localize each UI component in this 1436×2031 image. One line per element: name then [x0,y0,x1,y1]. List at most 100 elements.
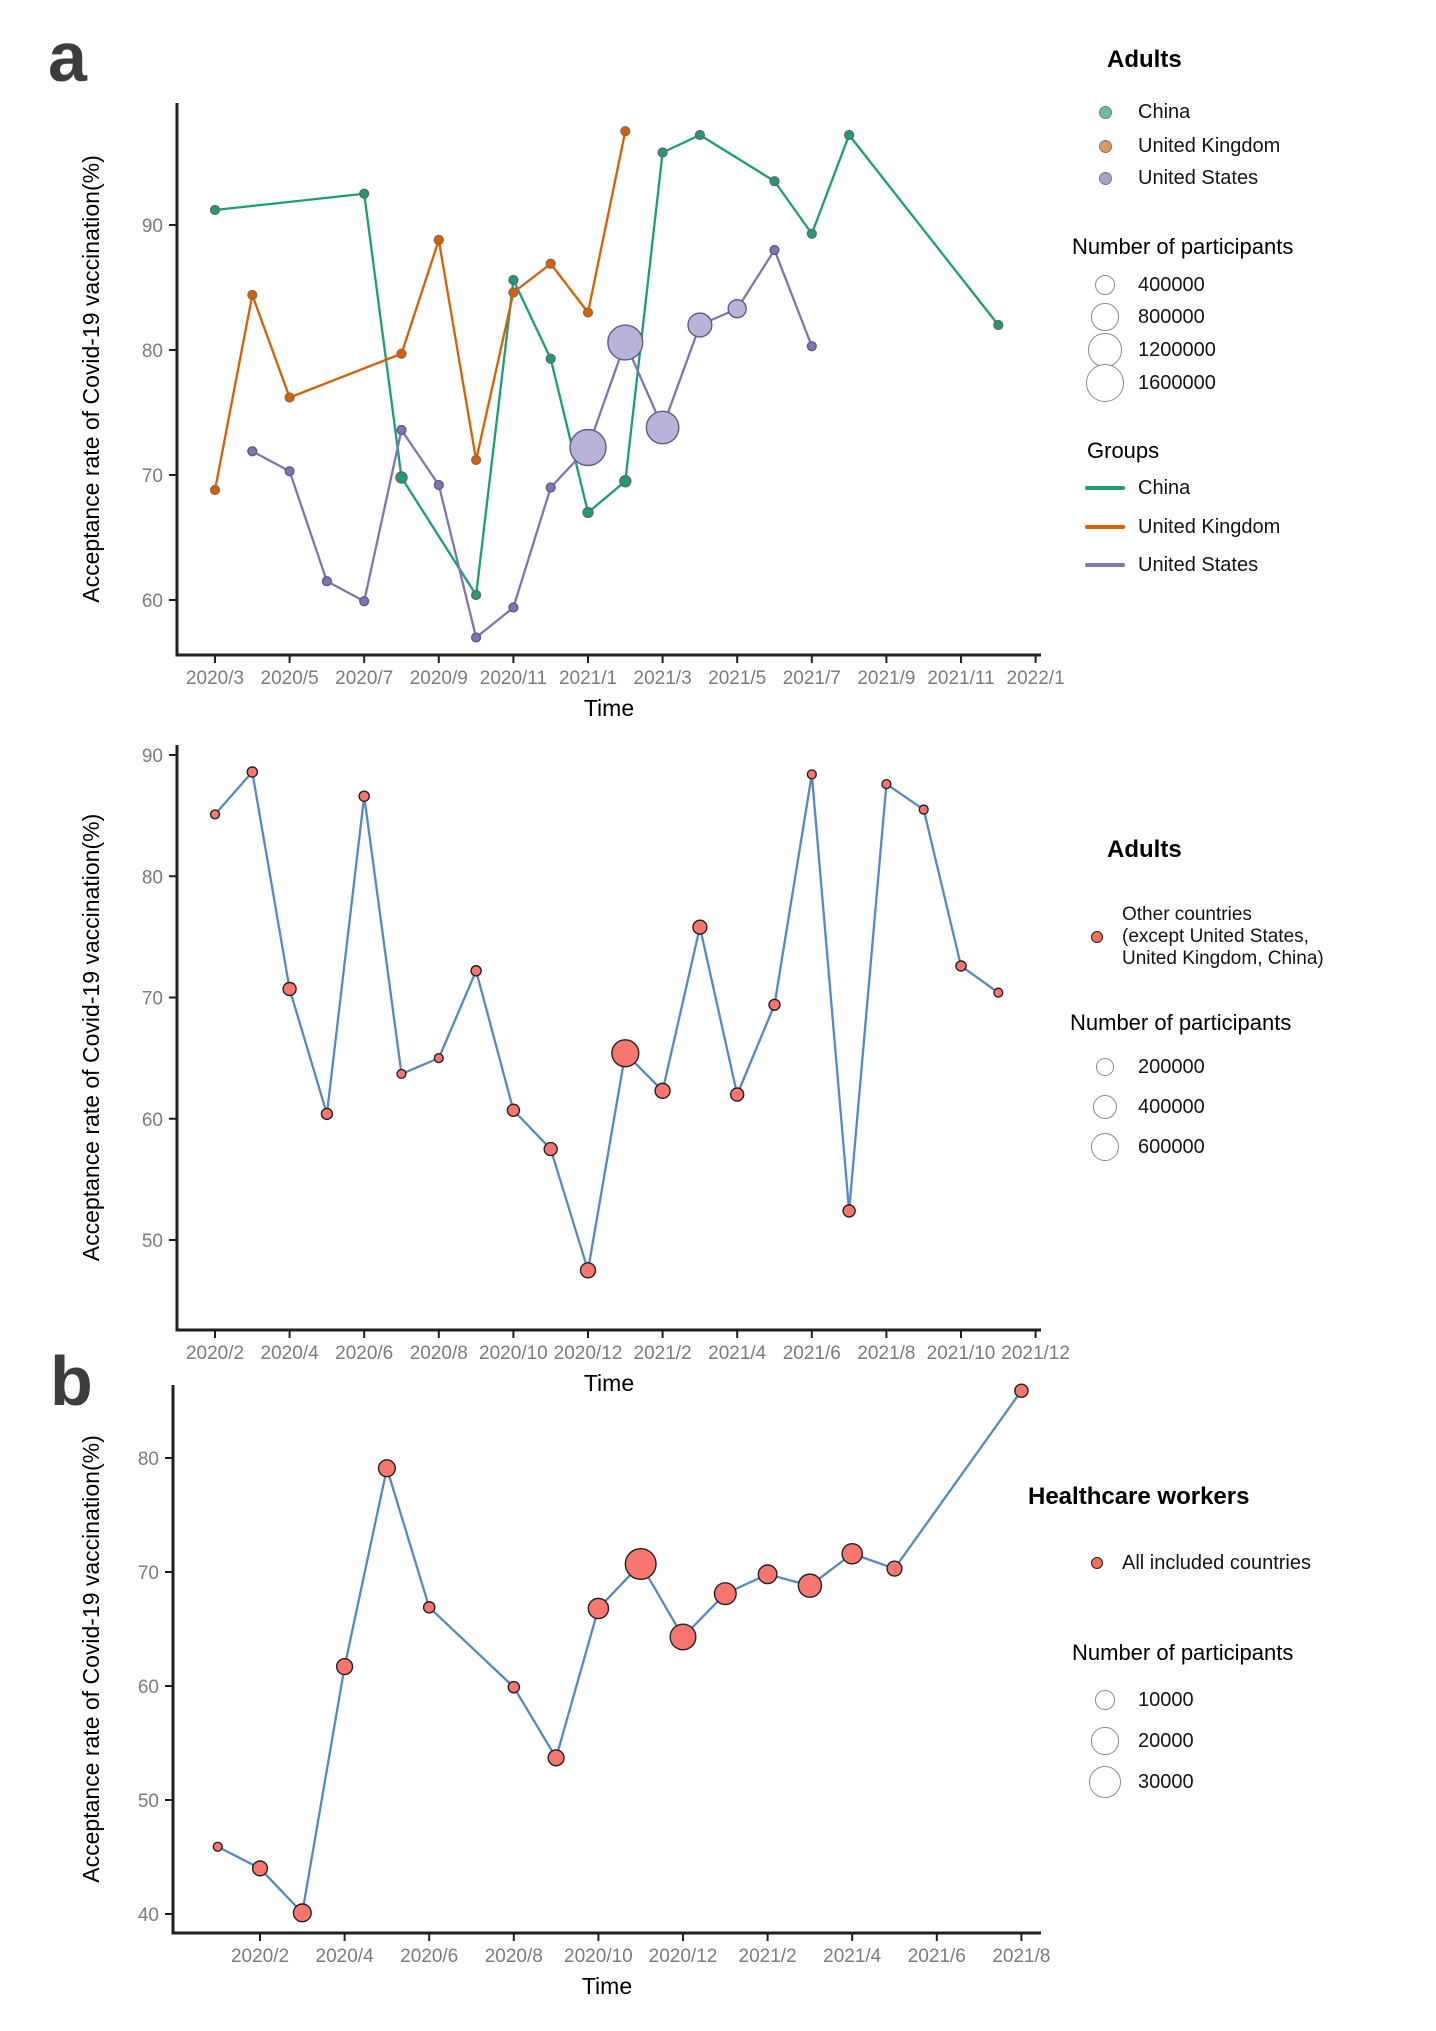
y-tick-label: 60 [142,1110,163,1131]
panel-a-label: a [48,18,87,96]
y-tick-label: 80 [142,867,163,888]
data-point [545,353,556,364]
data-point [806,228,817,239]
x-tick-label: 2021/8 [857,1343,915,1364]
y-tick-label: 80 [138,1449,159,1470]
data-point [881,778,892,790]
data-point [582,506,594,519]
data-point [547,1749,565,1767]
y-axis-title: Acceptance rate of Covid-19 vaccination(… [78,155,104,602]
y-tick-label: 70 [142,466,163,487]
x-tick-label: 2020/11 [480,668,547,689]
data-point [209,484,221,496]
y-tick-label: 60 [142,591,163,612]
data-point [545,482,556,493]
data-point [993,987,1004,998]
x-tick-label: 2020/8 [485,1946,543,1967]
data-point [433,479,444,491]
data-point [669,1623,697,1651]
y-tick-label: 90 [142,216,163,237]
x-tick-label: 2021/12 [1001,1343,1070,1364]
x-tick-label: 2020/4 [261,1343,320,1364]
data-point [433,234,444,246]
x-tick-label: 2021/3 [634,668,692,689]
data-point [251,1860,269,1877]
chart-healthcare-workers: 2020/2 2020/4 2020/6 2020/8 2020/10 2020/12 20… [78,1383,1050,1999]
data-point [607,324,644,361]
data-point [918,804,929,815]
data-point [471,589,482,601]
data-point [471,454,482,466]
x-tick-label: 2020/10 [564,1946,633,1967]
data-point [611,1039,640,1068]
data-point [395,471,408,484]
data-point [806,769,817,780]
x-tick-label: 2021/10 [927,1343,996,1364]
data-point [507,1680,521,1694]
data-point [209,204,221,216]
data-point [545,258,556,269]
data-point [955,960,967,972]
data-point [209,809,221,820]
data-point [396,424,407,436]
series-line [251,248,813,639]
data-point [620,126,631,137]
y-tick-label: 50 [142,1231,163,1252]
data-point [246,766,259,778]
x-tick-label: 2021/1 [559,668,617,689]
y-axis-title: Acceptance rate of Covid-19 vaccination(… [78,1435,104,1882]
data-point [619,475,632,488]
data-point [657,147,668,158]
x-tick-label: 2021/5 [708,668,766,689]
x-tick-label: 2021/2 [739,1946,797,1967]
x-tick-label: 2020/7 [335,668,393,689]
x-tick-label: 2021/11 [927,668,994,689]
y-tick-label: 90 [142,746,163,767]
data-point [757,1564,778,1585]
x-axis-title: Time [584,1370,634,1396]
data-point [320,1107,334,1121]
x-tick-label: 2020/2 [186,1343,244,1364]
x-tick-label: 2020/3 [186,668,244,689]
data-point [769,176,780,187]
data-point [543,1141,558,1157]
data-point [321,576,333,587]
data-point [727,299,747,319]
data-point [470,965,482,977]
data-point [335,1658,354,1676]
data-point [359,188,370,199]
data-point [471,632,482,643]
data-point [645,410,680,445]
data-point [396,348,407,359]
chart-adults-other-countries: 2020/2 2020/4 2020/6 2020/8 2020/10 2020/12 20… [78,745,1070,1396]
data-point [247,446,258,457]
x-tick-label: 2021/2 [634,1343,692,1364]
data-point [422,1601,436,1614]
data-point [358,790,370,802]
series-line [213,770,1000,1272]
data-point [886,1560,903,1577]
data-point [359,596,370,607]
x-tick-label: 2020/10 [479,1343,548,1364]
data-point [582,307,594,318]
x-tick-label: 2022/1 [1007,668,1065,689]
x-tick-label: 2021/6 [908,1946,966,1967]
data-point [396,1068,407,1080]
data-point [654,1082,671,1100]
x-tick-label: 2021/6 [783,1343,841,1364]
y-tick-label: 70 [142,989,163,1010]
x-tick-label: 2021/9 [857,668,915,689]
data-point [769,244,780,256]
x-tick-label: 2020/12 [649,1946,718,1967]
x-axis-title: Time [582,1973,632,1999]
x-tick-label: 2021/7 [783,668,841,689]
data-point [569,428,607,467]
series-line [213,133,1000,597]
y-tick-label: 60 [138,1677,159,1698]
series-line [216,1389,1023,1915]
data-point [292,1903,312,1923]
y-tick-label: 40 [138,1905,159,1926]
x-axis-title: Time [584,695,634,721]
y-tick-label: 70 [138,1563,159,1584]
